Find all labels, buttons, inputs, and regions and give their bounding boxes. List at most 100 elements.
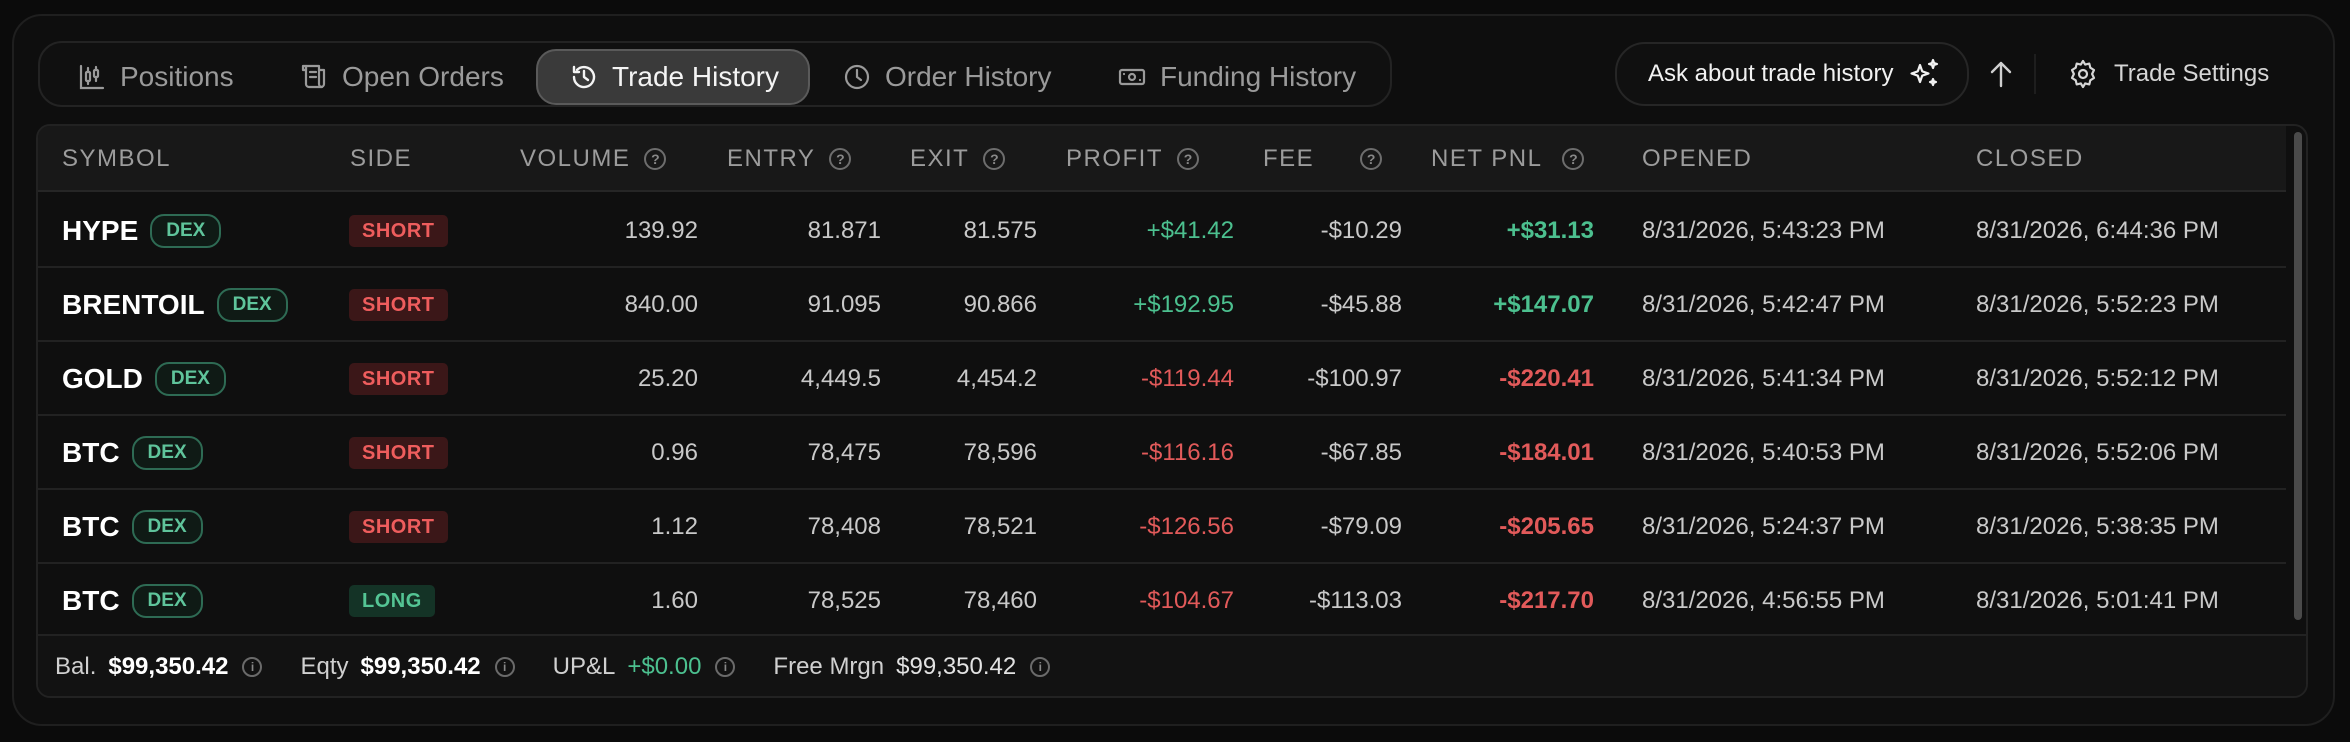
column-header-fee: FEE?	[1263, 126, 1383, 192]
help-icon[interactable]: ?	[1360, 148, 1383, 170]
dex-badge: DEX	[131, 510, 203, 544]
volume-cell: 25.20	[637, 365, 698, 392]
table-row[interactable]: BRENTOIL DEX SHORT 840.00 91.095 90.866 +$192.…	[38, 268, 2286, 342]
symbol-name: GOLD	[62, 363, 143, 394]
symbol-cell: BRENTOIL DEX	[62, 268, 288, 342]
equity-label: Eqty	[300, 653, 349, 680]
profit-cell: -$104.67	[1139, 587, 1234, 614]
table-row[interactable]: HYPE DEX SHORT 139.92 81.871 81.575 +$41.42 -$1…	[38, 194, 2286, 268]
opened-time-cell: 8/31/2026, 5:41:34 PM	[1642, 365, 1885, 392]
net-pnl-cell: -$184.01	[1499, 439, 1594, 466]
opened-time-cell: 8/31/2026, 5:24:37 PM	[1642, 513, 1885, 540]
tab-label: Order History	[885, 61, 1052, 92]
side-badge: SHORT	[349, 437, 448, 469]
column-header-symbol: SYMBOL	[62, 145, 172, 172]
equity-summary: Eqty $99,350.42 i	[300, 653, 515, 681]
side-badge: SHORT	[349, 363, 448, 395]
net-pnl-cell: -$220.41	[1499, 365, 1594, 392]
upl-summary: UP&L +$0.00 i	[553, 653, 736, 681]
exit-cell: 78,596	[963, 439, 1037, 466]
side-cell: SHORT	[349, 416, 448, 490]
info-icon[interactable]: i	[1030, 657, 1051, 677]
fee-cell: -$113.03	[1309, 587, 1402, 614]
tab-positions[interactable]: Positions	[78, 49, 234, 105]
volume-cell: 0.96	[651, 439, 698, 466]
tab-trade-history[interactable]: Trade History	[536, 49, 810, 105]
tab-order-history[interactable]: Order History	[843, 49, 1051, 105]
symbol-cell: BTC DEX	[62, 564, 203, 638]
exit-cell: 90.866	[963, 291, 1037, 318]
entry-cell: 78,408	[807, 513, 881, 540]
symbol-cell: GOLD DEX	[62, 342, 226, 416]
upl-value: +$0.00	[627, 653, 702, 680]
table-row[interactable]: BTC DEX SHORT 1.12 78,408 78,521 -$126.56 -$79.…	[38, 490, 2286, 564]
info-icon[interactable]: i	[242, 657, 263, 677]
help-icon[interactable]: ?	[983, 148, 1006, 170]
history-icon	[572, 65, 596, 89]
side-cell: SHORT	[349, 342, 448, 416]
tab-funding-history[interactable]: Funding History	[1118, 49, 1356, 105]
arrow-up-icon	[1990, 61, 2012, 88]
symbol-name: HYPE	[62, 215, 139, 246]
fee-cell: -$100.97	[1307, 365, 1402, 392]
gear-icon	[2070, 59, 2096, 89]
tab-label: Open Orders	[342, 61, 504, 92]
closed-time-cell: 8/31/2026, 5:52:23 PM	[1976, 291, 2219, 318]
balance-summary: Bal. $99,350.42 i	[55, 653, 263, 681]
ask-ai-button[interactable]: Ask about trade history	[1615, 42, 1969, 106]
exit-cell: 4,454.2	[956, 365, 1037, 392]
symbol-cell: HYPE DEX	[62, 194, 222, 268]
help-icon[interactable]: ?	[1177, 148, 1199, 170]
info-icon[interactable]: i	[494, 657, 515, 677]
receipt-icon	[301, 64, 326, 89]
help-icon[interactable]: ?	[1562, 148, 1585, 170]
side-badge: SHORT	[349, 289, 448, 321]
banknote-icon	[1118, 68, 1146, 86]
help-icon[interactable]: ?	[644, 148, 667, 170]
trade-settings-button[interactable]: Trade Settings	[2067, 54, 2269, 94]
tab-open-orders[interactable]: Open Orders	[300, 49, 504, 105]
account-summary-bar: Bal. $99,350.42 i Eqty $99,350.42 i UP&L…	[38, 634, 2306, 696]
dex-badge: DEX	[216, 288, 288, 322]
opened-time-cell: 8/31/2026, 5:42:47 PM	[1642, 291, 1885, 318]
dex-badge: DEX	[131, 436, 203, 470]
exit-cell: 78,521	[963, 513, 1037, 540]
sparkles-icon	[1910, 58, 1939, 87]
closed-time-cell: 8/31/2026, 5:38:35 PM	[1976, 513, 2219, 540]
side-cell: SHORT	[349, 268, 448, 342]
profit-cell: -$116.16	[1141, 439, 1234, 466]
table-row[interactable]: BTC DEX SHORT 0.96 78,475 78,596 -$116.16 -$67.…	[38, 416, 2286, 490]
profit-cell: +$192.95	[1133, 291, 1234, 318]
volume-cell: 1.12	[651, 513, 698, 540]
closed-time-cell: 8/31/2026, 5:52:06 PM	[1976, 439, 2219, 466]
opened-time-cell: 8/31/2026, 4:56:55 PM	[1642, 587, 1885, 614]
candlestick-chart-icon	[79, 64, 105, 90]
symbol-cell: BTC DEX	[62, 416, 203, 490]
symbol-name: BRENTOIL	[62, 289, 205, 320]
fee-cell: -$67.85	[1320, 439, 1402, 466]
toolbar-divider	[2034, 54, 2036, 94]
balance-label: Bal.	[55, 653, 97, 680]
net-pnl-cell: +$147.07	[1493, 291, 1594, 318]
free-margin-summary: Free Mrgn $99,350.42 i	[773, 653, 1051, 681]
info-icon[interactable]: i	[715, 657, 736, 677]
profit-cell: -$119.44	[1141, 365, 1234, 392]
table-row[interactable]: GOLD DEX SHORT 25.20 4,449.5 4,454.2 -$119.44 -…	[38, 342, 2286, 416]
scrollbar[interactable]	[2294, 132, 2302, 620]
free-margin-label: Free Mrgn	[773, 653, 885, 680]
fee-cell: -$45.88	[1320, 291, 1402, 318]
table-row[interactable]: BTC DEX LONG 1.60 78,525 78,460 -$104.67 -$113.…	[38, 564, 2286, 638]
tab-bar: Positions Open Orders Trade History Orde…	[38, 41, 1392, 107]
trade-settings-label: Trade Settings	[2114, 60, 2270, 87]
side-cell: LONG	[349, 564, 435, 638]
side-badge: SHORT	[349, 511, 448, 543]
side-badge: LONG	[349, 585, 435, 617]
sort-button[interactable]	[1986, 55, 2016, 93]
symbol-name: BTC	[62, 585, 120, 616]
entry-cell: 91.095	[807, 291, 881, 318]
help-icon[interactable]: ?	[829, 148, 852, 170]
column-header-profit: PROFIT?	[1066, 126, 1199, 192]
dex-badge: DEX	[154, 362, 226, 396]
exit-cell: 81.575	[963, 217, 1037, 244]
opened-time-cell: 8/31/2026, 5:43:23 PM	[1642, 217, 1885, 244]
